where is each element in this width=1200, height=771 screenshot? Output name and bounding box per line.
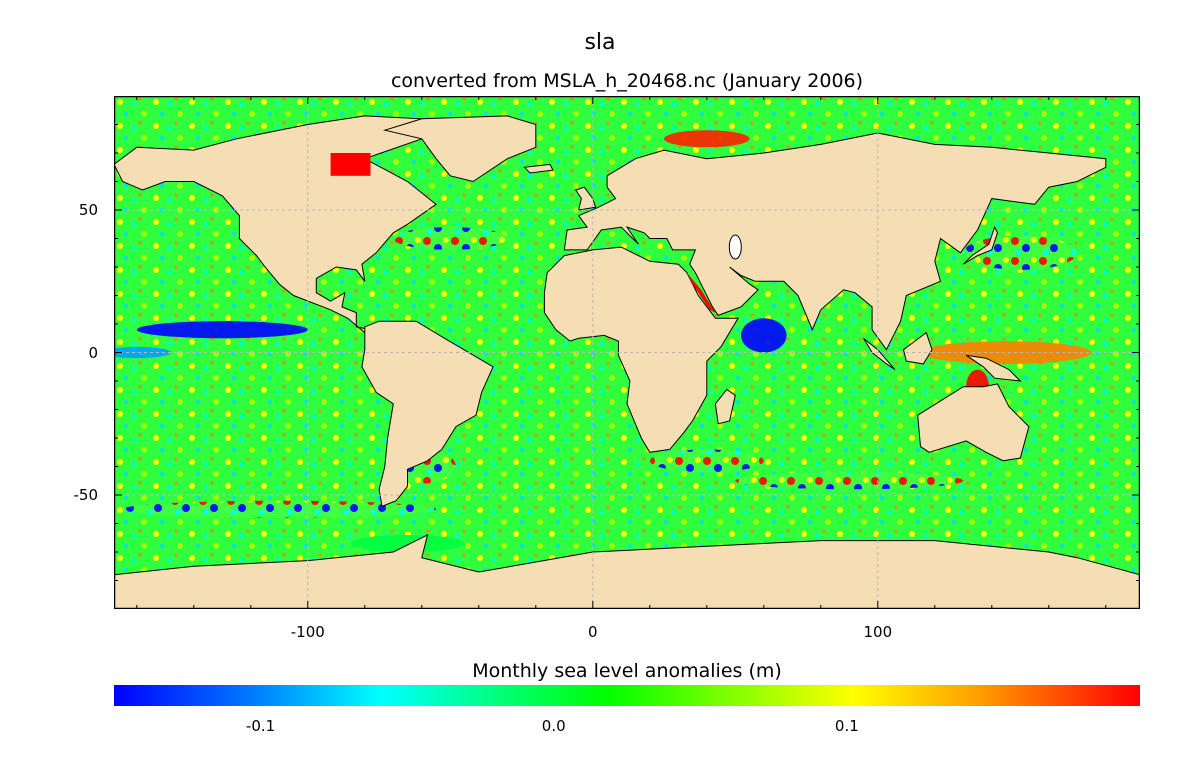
colorbar-tick-label: -0.1 bbox=[245, 717, 276, 735]
y-tick-label: 0 bbox=[88, 343, 98, 362]
greenland-land bbox=[382, 115, 537, 183]
central-pacific-low bbox=[102, 346, 171, 359]
colorbar-tick-label: 0.0 bbox=[541, 717, 566, 735]
japan-land bbox=[962, 225, 999, 265]
southern-pacific-eddies bbox=[122, 500, 437, 518]
map-canvas bbox=[102, 95, 1141, 610]
new-guinea-land bbox=[965, 354, 1022, 382]
hudson-bay-high bbox=[330, 153, 371, 176]
y-tick-label: 50 bbox=[78, 201, 98, 219]
australia-land bbox=[917, 383, 1030, 462]
borneo-land bbox=[902, 331, 933, 365]
sea-level-map bbox=[102, 95, 1141, 610]
weddell-band bbox=[350, 534, 465, 552]
barents-sea-high bbox=[664, 130, 750, 148]
arabian-sea-low bbox=[741, 318, 787, 353]
colorbar-label: Monthly sea level anomalies (m) bbox=[472, 660, 782, 682]
eurasia-land bbox=[563, 132, 1107, 351]
west-pacific-high bbox=[920, 341, 1092, 364]
map-title: sla bbox=[584, 30, 616, 55]
x-tick-label: -100 bbox=[290, 623, 325, 641]
agulhas-eddies bbox=[649, 449, 764, 473]
gulf-stream-eddies bbox=[393, 227, 508, 250]
caspian-sea bbox=[728, 234, 742, 260]
iceland-land bbox=[523, 163, 554, 174]
madagascar-land bbox=[714, 388, 736, 425]
uk-land bbox=[574, 186, 597, 211]
map-subtitle: converted from MSLA_h_20468.nc (January … bbox=[390, 70, 864, 92]
x-tick-label: 100 bbox=[863, 623, 893, 641]
africa-land bbox=[543, 246, 739, 453]
y-tick-label: -50 bbox=[73, 486, 99, 504]
equatorial-pacific-low bbox=[136, 321, 308, 339]
colorbar bbox=[114, 685, 1140, 706]
colorbar-tick-label: 0.1 bbox=[834, 717, 859, 735]
sumatra-land bbox=[863, 337, 896, 371]
red-sea-high bbox=[686, 272, 716, 313]
x-tick-label: 0 bbox=[588, 623, 598, 641]
antarctic-circumpolar-eddies bbox=[735, 472, 964, 490]
